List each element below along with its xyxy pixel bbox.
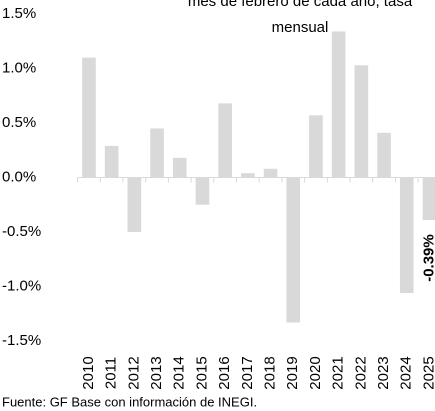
y-tick-label: 1.0% (2, 59, 36, 76)
bar (377, 132, 391, 178)
bar (127, 177, 142, 232)
x-tick-label: 2021 (330, 356, 347, 389)
source-note: Fuente: GF Base con información de INEGI… (2, 394, 257, 409)
bar (399, 177, 414, 294)
y-tick-label: -0.5% (2, 223, 41, 240)
bar (104, 145, 119, 178)
x-tick-label: 2017 (239, 356, 256, 389)
x-tick-label: 2025 (420, 356, 435, 389)
y-tick-label: -1.0% (2, 277, 41, 294)
x-tick-label: 2024 (398, 356, 415, 389)
x-tick-label: 2018 (262, 356, 279, 389)
x-tick-label: 2023 (375, 356, 392, 389)
bar (263, 168, 278, 178)
x-tick-label: 2020 (307, 356, 324, 389)
chart-title: mensual (272, 19, 329, 36)
value-label: -0.39% (420, 234, 435, 282)
chart-title: mes de febrero de cada año, tasa (188, 0, 413, 10)
x-tick-label: 2010 (80, 356, 97, 389)
bar (241, 173, 255, 178)
y-tick-label: 0.0% (2, 168, 36, 185)
x-tick-label: 2011 (103, 357, 120, 389)
y-tick-label: 0.5% (2, 114, 36, 131)
y-tick-label: -1.5% (2, 332, 41, 349)
bar (195, 177, 210, 205)
bar (331, 31, 346, 178)
bar (172, 157, 187, 178)
x-tick-label: 2019 (284, 356, 301, 389)
bar (150, 128, 164, 178)
bar (82, 57, 96, 178)
bar (354, 65, 369, 178)
x-tick-label: 2014 (171, 356, 188, 389)
x-tick-label: 2015 (193, 356, 210, 389)
x-tick-label: 2016 (216, 356, 233, 389)
bar (422, 177, 435, 221)
bar (218, 103, 232, 178)
x-tick-label: 2022 (352, 356, 369, 389)
bar (309, 115, 323, 178)
x-tick-label: 2013 (148, 356, 165, 389)
y-tick-label: 1.5% (2, 5, 36, 22)
bar (286, 177, 301, 323)
x-tick-label: 2012 (125, 356, 142, 389)
